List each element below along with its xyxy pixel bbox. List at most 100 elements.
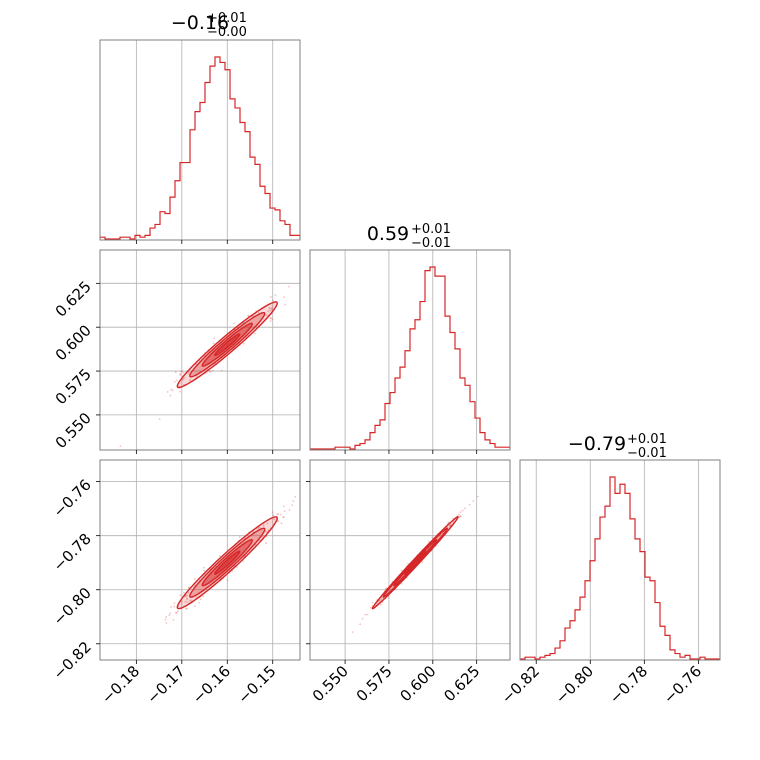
y-tick-label-2-2: −0.78	[50, 530, 95, 575]
sample-point	[262, 524, 265, 527]
contour-level-3	[214, 550, 241, 575]
x-tick-label-2-3: −0.76	[660, 662, 705, 707]
sample-point	[283, 505, 285, 508]
sample-point	[181, 370, 184, 373]
sample-point	[449, 523, 452, 526]
scatter-panel-0-2	[99, 459, 301, 661]
sample-point	[305, 279, 307, 281]
title-param-1: 0.59	[367, 223, 409, 245]
sample-point	[282, 516, 285, 519]
x-tick-label-1-1: 0.575	[353, 662, 396, 705]
sample-point	[247, 314, 250, 317]
sample-point	[198, 601, 200, 604]
scatter-panel-0-1	[99, 249, 326, 451]
sample-point	[172, 618, 175, 621]
sample-point	[233, 322, 235, 325]
sample-point	[359, 623, 362, 626]
contour-level-3	[214, 333, 241, 357]
sample-point	[183, 376, 186, 379]
x-tick-label-0-3: −0.15	[234, 662, 279, 707]
contours-0-2	[176, 516, 278, 610]
sample-point	[271, 309, 273, 311]
sample-point	[182, 377, 185, 380]
y-tick-label-1-3: 0.625	[52, 277, 95, 320]
sample-point	[171, 389, 174, 392]
title-param-2-minus: −0.01	[627, 446, 667, 461]
x-tick-label-2-2: −0.78	[606, 662, 651, 707]
sample-point	[176, 610, 179, 613]
sample-point	[201, 595, 204, 598]
x-tick-label-0-1: −0.17	[143, 662, 188, 707]
sample-point	[266, 522, 269, 525]
sample-point	[188, 371, 190, 373]
histogram-panel-2	[519, 459, 721, 661]
sample-point	[283, 510, 286, 513]
sample-point	[288, 509, 291, 511]
sample-point	[184, 595, 187, 598]
sample-point	[184, 600, 187, 603]
sample-point	[280, 522, 283, 525]
sample-point	[258, 526, 261, 529]
x-tick-label-2-0: −0.82	[498, 662, 543, 707]
sample-point	[208, 370, 211, 372]
title-param-0: −0.16	[171, 12, 229, 34]
sample-point	[472, 500, 475, 502]
sample-point	[261, 535, 264, 538]
sample-point	[173, 605, 176, 608]
sample-point	[464, 507, 466, 510]
panel-frame-2-1	[309, 459, 511, 661]
sample-point	[400, 569, 403, 572]
sample-point	[269, 317, 272, 320]
sample-point	[270, 317, 272, 320]
sample-point	[182, 371, 185, 374]
sample-point	[351, 631, 354, 633]
sample-point	[271, 306, 273, 309]
sample-point	[165, 616, 168, 618]
x-tick-label-0-0: −0.18	[98, 662, 143, 707]
sample-point	[186, 601, 189, 604]
x-tick-label-1-0: 0.550	[309, 662, 352, 705]
sample-point	[265, 542, 268, 544]
sample-point	[183, 591, 185, 594]
sample-point	[361, 617, 364, 620]
title-param-1-minus: −0.01	[411, 236, 451, 251]
sample-point	[213, 337, 216, 340]
sample-point	[324, 261, 326, 263]
sample-point	[179, 373, 182, 375]
title-param-0-plus: +0.01	[207, 11, 247, 26]
sample-point	[186, 608, 188, 610]
sample-point	[369, 606, 372, 609]
sample-point	[459, 515, 462, 518]
sample-point	[179, 594, 182, 596]
sample-point	[174, 611, 177, 614]
x-tick-label-1-2: 0.600	[397, 662, 440, 705]
sample-point	[238, 536, 241, 538]
sample-point	[287, 285, 290, 288]
sample-point	[187, 586, 190, 589]
sample-point	[269, 309, 272, 312]
sample-point	[179, 370, 182, 373]
sample-point	[179, 390, 182, 393]
x-tick-label-1-3: 0.625	[440, 662, 483, 705]
sample-point	[179, 374, 182, 376]
sample-point	[186, 597, 188, 600]
axes: −0.18 −0.17 −0.16 −0.15 0.550 0.575 0.600 0.625…	[50, 240, 705, 707]
sample-point	[186, 594, 189, 597]
sample-point	[218, 554, 221, 557]
contours-0-1	[176, 301, 278, 389]
sample-point	[212, 342, 215, 345]
y-tick-label-1-1: 0.575	[52, 365, 95, 408]
sample-point	[209, 370, 211, 373]
sample-point	[291, 504, 294, 506]
sample-point	[294, 495, 297, 498]
sample-point	[274, 294, 277, 297]
scatter-panel-1-2	[309, 459, 511, 661]
sample-point	[276, 513, 279, 516]
sample-point	[380, 597, 383, 600]
sample-point	[282, 516, 285, 518]
sample-point	[119, 445, 122, 448]
sample-point	[196, 375, 198, 377]
histogram-line-1	[310, 266, 510, 450]
sample-point	[379, 603, 382, 606]
